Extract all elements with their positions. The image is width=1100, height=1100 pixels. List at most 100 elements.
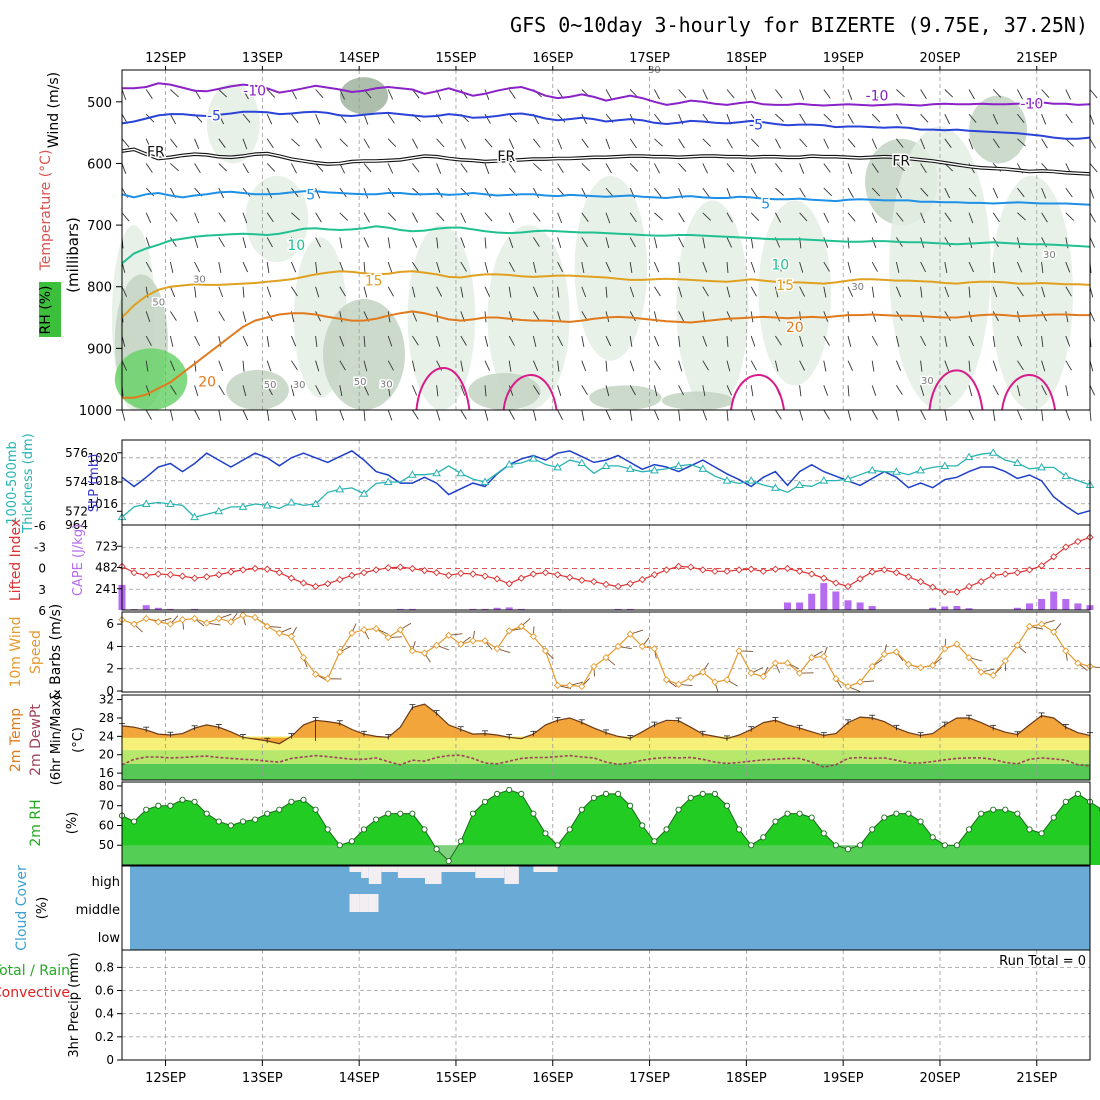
wind-barb bbox=[363, 163, 372, 173]
wind-barb bbox=[1089, 237, 1096, 248]
wind-tick-label: 4 bbox=[106, 639, 114, 653]
cape-bar bbox=[868, 606, 876, 610]
wind-barb bbox=[557, 286, 560, 298]
wind-barb bbox=[290, 261, 297, 273]
wind-barb bbox=[992, 262, 996, 273]
wind-barb bbox=[992, 187, 999, 199]
rh-tick-label: 80 bbox=[99, 779, 114, 793]
wind-barb bbox=[896, 89, 905, 98]
wind-speed-marker bbox=[783, 659, 792, 667]
wind-barb bbox=[557, 261, 564, 273]
wind-barb bbox=[726, 335, 729, 348]
thickness-marker bbox=[988, 448, 998, 456]
wind-barb bbox=[484, 286, 491, 297]
wind-speed-marker bbox=[989, 671, 997, 680]
wind-tick-label: 6 bbox=[106, 617, 114, 631]
wind-barb bbox=[387, 409, 393, 421]
wind-barb bbox=[169, 286, 176, 298]
wind-barb bbox=[1089, 311, 1096, 322]
wind-barb bbox=[242, 286, 245, 298]
wind-barb bbox=[339, 360, 346, 371]
wind-barb bbox=[1089, 89, 1098, 99]
wind-speed-marker bbox=[880, 650, 888, 658]
wind-barb bbox=[460, 385, 466, 396]
thickness-marker bbox=[480, 477, 490, 486]
wind-barb bbox=[436, 138, 445, 148]
wind-barb bbox=[170, 138, 178, 148]
rh2m-marker bbox=[264, 810, 271, 817]
lifted-index-marker bbox=[820, 574, 828, 582]
wind-barb bbox=[387, 335, 393, 347]
wind-barb bbox=[678, 409, 681, 421]
bottom-day-label: 19SEP bbox=[823, 1071, 864, 1086]
wind-barb bbox=[605, 261, 612, 273]
wind-speed-marker bbox=[965, 653, 973, 662]
wind-barb bbox=[896, 187, 902, 199]
wind-barb bbox=[411, 385, 418, 396]
bottom-day-label: 20SEP bbox=[920, 1071, 961, 1086]
precip-tick-label: 0.4 bbox=[95, 1007, 114, 1021]
wind-barb bbox=[363, 187, 369, 199]
wind-barb bbox=[799, 360, 806, 371]
thickness-marker bbox=[1013, 458, 1022, 467]
wind-barb bbox=[1065, 311, 1069, 323]
cloud-layer-label: high bbox=[92, 875, 120, 890]
wind-barb bbox=[750, 335, 756, 347]
wind-speed-marker bbox=[590, 662, 598, 671]
cape-bar bbox=[191, 608, 199, 610]
lifted-index-marker bbox=[904, 573, 913, 581]
wind-barb bbox=[823, 237, 829, 248]
wind-speed-marker bbox=[1025, 622, 1034, 631]
cloud-gap-high bbox=[381, 866, 398, 872]
wind-barb bbox=[968, 286, 971, 298]
wind-speed-marker bbox=[723, 676, 731, 684]
wind-barb bbox=[871, 360, 875, 372]
upper-air-ylabel-rh-swatch bbox=[39, 282, 61, 337]
bottom-day-label: 12SEP bbox=[145, 1071, 186, 1086]
wind-barb bbox=[605, 286, 608, 298]
lifted-index-marker bbox=[275, 569, 283, 577]
temp-tick-label: 28 bbox=[99, 711, 114, 725]
thickness-tick-label: 576 bbox=[65, 446, 88, 460]
wind-speed-marker bbox=[190, 614, 199, 623]
lifted-index-marker bbox=[783, 564, 792, 573]
contour-label: -10 bbox=[866, 89, 889, 105]
thickness-marker bbox=[892, 467, 901, 475]
wind-barb bbox=[944, 261, 948, 273]
wind-barb bbox=[823, 163, 831, 173]
cape-bar bbox=[154, 607, 162, 610]
low-level-contour bbox=[502, 374, 558, 411]
thickness-marker bbox=[674, 461, 683, 469]
wind-barb bbox=[194, 311, 199, 323]
wind-barb bbox=[847, 311, 850, 323]
wind-barb bbox=[145, 187, 155, 197]
rh-shading-area bbox=[990, 175, 1073, 410]
wind-barb bbox=[533, 187, 539, 199]
wind-barb bbox=[533, 138, 541, 148]
wind-barb bbox=[654, 187, 662, 198]
rh2m-marker bbox=[167, 802, 174, 809]
wind-barb bbox=[968, 113, 977, 123]
wind-speed-marker bbox=[553, 681, 562, 690]
wind-barb bbox=[896, 138, 904, 148]
wind-barb bbox=[557, 113, 566, 123]
isotherm-line bbox=[121, 225, 1091, 265]
rh2m-marker bbox=[736, 826, 743, 833]
wind-barb bbox=[315, 89, 324, 99]
lifted-index-tick-label: 6 bbox=[38, 604, 46, 618]
lifted-index-marker bbox=[142, 571, 150, 580]
rh2m-marker bbox=[699, 790, 706, 797]
rh2m-marker bbox=[1074, 790, 1081, 797]
wind-barb bbox=[242, 261, 249, 273]
wind-barb bbox=[1089, 187, 1095, 199]
wind-barb bbox=[581, 138, 589, 148]
wind-barb bbox=[242, 187, 251, 197]
rh-tick-label: 60 bbox=[99, 818, 114, 832]
wind-barb bbox=[629, 262, 633, 273]
rh2m-marker bbox=[784, 810, 791, 817]
wind-barb bbox=[387, 261, 393, 273]
low-level-contour bbox=[1001, 374, 1057, 411]
wind-barb bbox=[339, 409, 345, 421]
cape-bar bbox=[469, 608, 477, 610]
wind-barb bbox=[387, 360, 394, 371]
